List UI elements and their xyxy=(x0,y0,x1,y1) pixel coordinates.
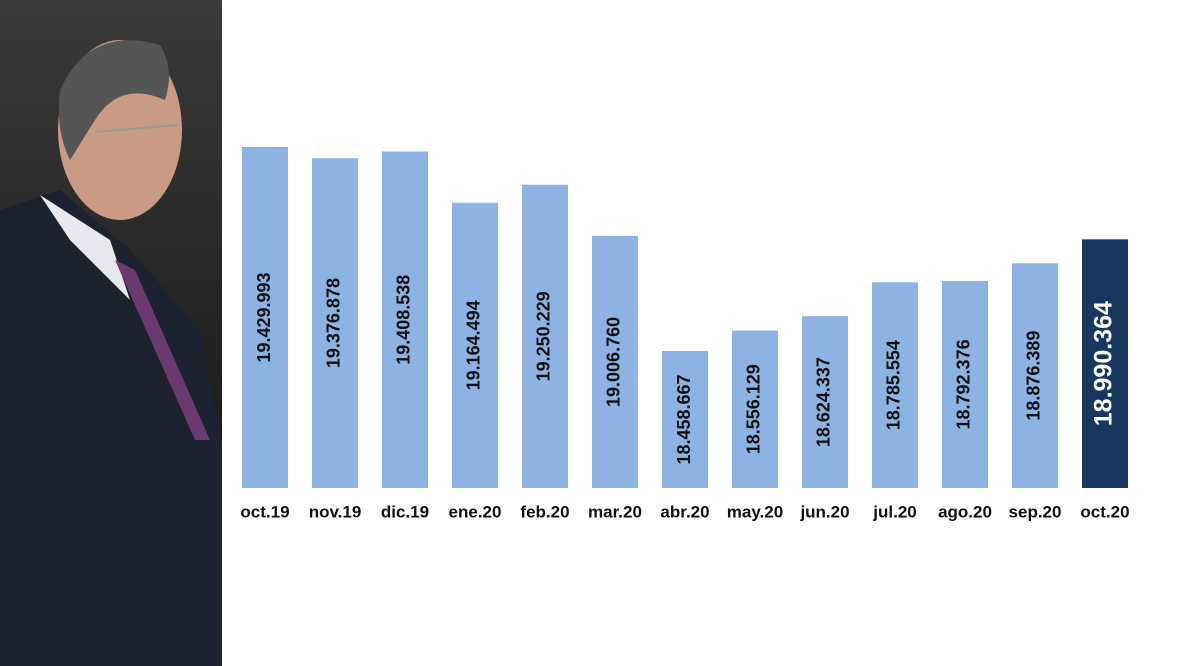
bar xyxy=(662,351,708,488)
bar xyxy=(802,316,848,488)
x-tick-label: ene.20 xyxy=(449,502,502,521)
x-tick-label: dic.19 xyxy=(381,502,429,521)
x-tick-label: jun.20 xyxy=(799,502,849,521)
bar xyxy=(242,147,288,488)
x-tick-label: sep.20 xyxy=(1009,502,1062,521)
x-tick-label: abr.20 xyxy=(660,502,709,521)
x-tick-label: jul.20 xyxy=(872,502,916,521)
bar xyxy=(592,235,638,488)
value-label: 18.624.337 xyxy=(814,357,834,447)
value-label: 18.792.376 xyxy=(954,339,974,429)
bar xyxy=(872,282,918,488)
value-label: 18.990.364 xyxy=(1090,301,1118,426)
x-tick-label: oct.20 xyxy=(1080,502,1129,521)
bar xyxy=(312,158,358,488)
bar xyxy=(522,184,568,488)
x-tick-label: nov.19 xyxy=(309,502,362,521)
value-label: 19.164.494 xyxy=(464,300,484,390)
bar xyxy=(382,151,428,488)
x-tick-label: may.20 xyxy=(727,502,783,521)
value-label: 19.408.538 xyxy=(394,275,414,365)
value-label: 19.250.229 xyxy=(534,291,554,381)
value-label: 19.006.760 xyxy=(604,317,624,407)
bar xyxy=(452,202,498,488)
x-tick-label: mar.20 xyxy=(588,502,642,521)
value-label: 18.876.389 xyxy=(1024,331,1044,421)
bar xyxy=(942,280,988,488)
x-tick-label: ago.20 xyxy=(938,502,992,521)
value-label: 18.785.554 xyxy=(884,340,904,430)
plot: 19.429.993 oct.19 19.376.878 nov.19 19.408.5… xyxy=(240,147,1130,521)
bar xyxy=(732,330,778,488)
x-tick-label: oct.19 xyxy=(240,502,289,521)
bar xyxy=(1012,263,1058,488)
value-label: 18.458.667 xyxy=(674,374,694,464)
value-label: 19.376.878 xyxy=(324,278,344,368)
value-label: 19.429.993 xyxy=(254,272,274,362)
photo xyxy=(0,0,222,666)
x-tick-label: feb.20 xyxy=(520,502,569,521)
bar xyxy=(1082,239,1128,488)
value-label: 18.556.129 xyxy=(744,364,764,454)
